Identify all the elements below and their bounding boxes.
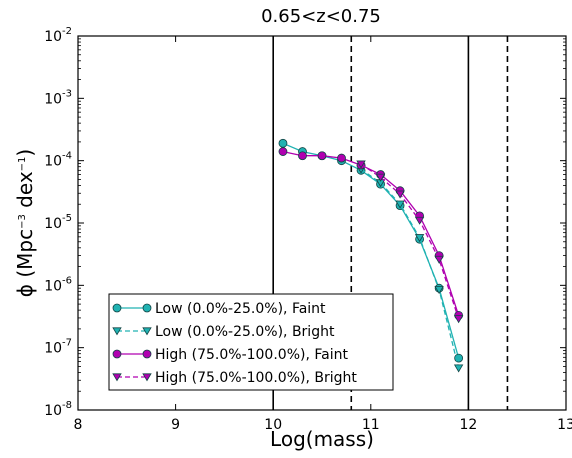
legend-marker [142,373,152,382]
legend-marker [142,303,152,313]
legend-label: Low (0.0%-25.0%), Faint [155,301,326,317]
chart-title: 0.65<z<0.75 [261,6,381,27]
data-point [453,315,464,324]
y-tick-label: 10-5 [44,213,72,232]
data-point [414,234,425,243]
axis-ticks: 8 9 10 11 12 13 10-2 10-3 10-4 10-5 10-6 10-7 10-8 [44,26,572,433]
data-point [356,160,366,169]
legend: Low (0.0%-25.0%), Faint Low (0.0%-25.0%),… [108,293,394,391]
data-point [298,151,307,161]
y-tick-label: 10-4 [44,151,72,170]
data-point [414,216,425,225]
legend-entry: High (75.0%-100.0%), Faint [112,347,348,363]
legend-entry: High (75.0%-100.0%), Bright [112,370,357,386]
data-point [395,200,405,209]
y-tick-label: 10-2 [44,26,72,45]
legend-marker [112,373,122,382]
y-axis-label: ϕ (Mpc−3 dex−1) [13,149,37,297]
x-tick-label: 10 [264,417,282,433]
legend-marker [112,303,122,313]
x-tick-label: 8 [74,417,83,433]
y-tick-label: 10-3 [44,88,72,107]
data-point [453,364,464,373]
data-point [375,173,386,182]
y-tick-label: 10-8 [44,400,72,419]
legend-marker [142,349,152,359]
y-tick-label: 10-6 [44,275,72,294]
data-point [395,190,405,199]
legend-marker [112,327,122,336]
legend-label: High (75.0%-100.0%), Bright [155,370,357,386]
legend-marker [112,349,122,359]
data-point [434,255,444,264]
legend-entry: Low (0.0%-25.0%), Faint [112,301,326,317]
series-line [282,150,460,316]
series-layer [278,138,464,373]
series-3 [356,160,464,324]
x-tick-label: 12 [459,417,477,433]
data-point [278,147,288,156]
legend-label: High (75.0%-100.0%), Faint [155,347,348,363]
x-tick-label: 9 [171,417,180,433]
x-tick-label: 13 [557,417,572,433]
y-tick-label: 10-7 [44,338,72,357]
data-point [317,151,327,161]
legend-box [108,293,394,391]
data-point [278,138,288,148]
x-axis-label: Log(mass) [270,427,374,451]
series-1 [356,165,464,373]
data-point [434,286,444,295]
legend-entry: Low (0.0%-25.0%), Bright [112,324,335,340]
legend-marker [142,327,152,336]
data-point [337,153,346,163]
legend-label: Low (0.0%-25.0%), Bright [155,324,335,340]
x-tick-label: 11 [362,417,380,433]
series-line [282,142,460,359]
